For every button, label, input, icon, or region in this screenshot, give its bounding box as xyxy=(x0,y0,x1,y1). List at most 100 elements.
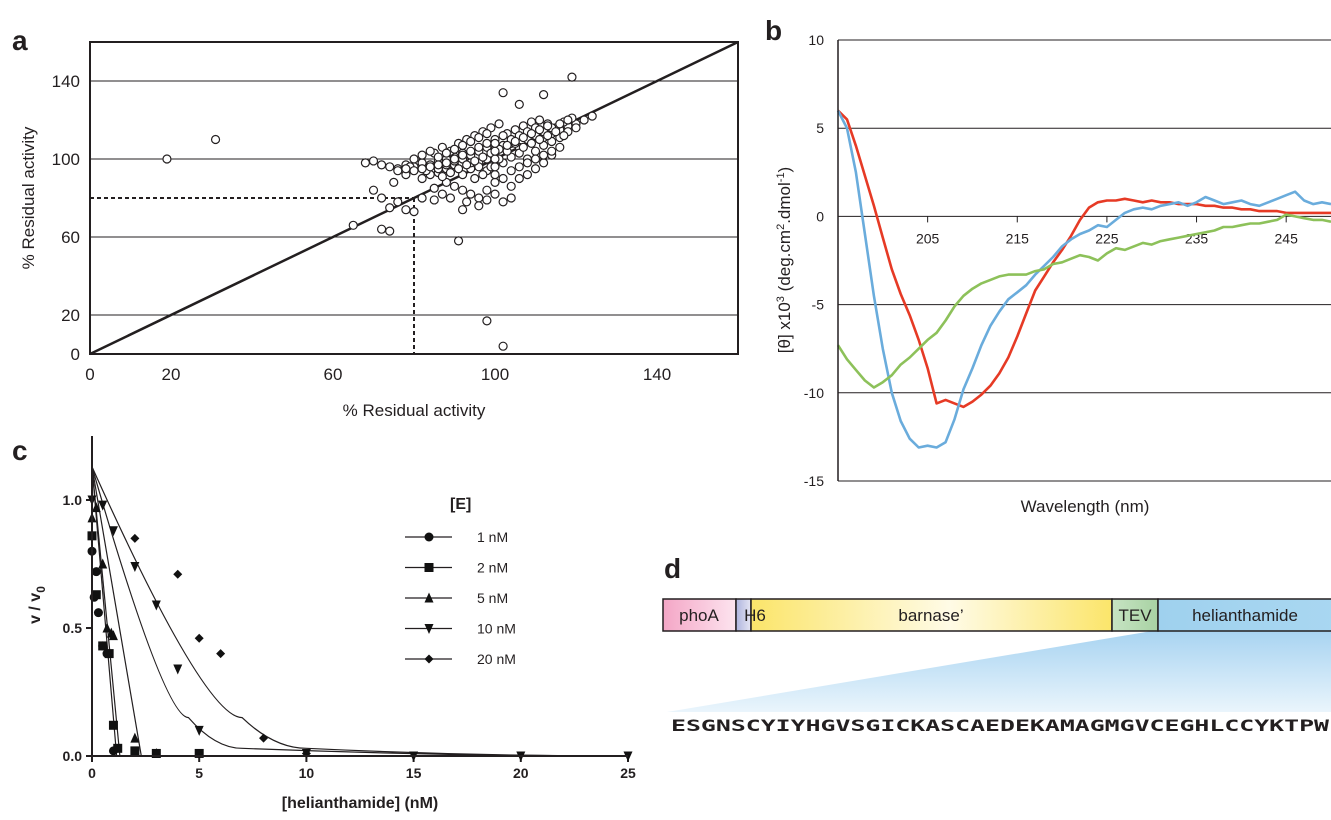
panel-label-c: c xyxy=(12,435,28,466)
panel-a-data-point xyxy=(453,164,464,174)
panel-c-legend-marker xyxy=(424,654,434,664)
segment-helianthamide xyxy=(1157,598,1331,632)
panel-a-data-point xyxy=(538,150,549,160)
panel-c-legend-title: [E] xyxy=(450,496,471,513)
panel-a-data-point xyxy=(579,115,589,125)
segment-tev-label: TEV xyxy=(1118,606,1152,625)
panel-a-data-point xyxy=(210,134,221,145)
panel-a-data-point xyxy=(466,146,476,156)
panel-c-x-tick-label: 20 xyxy=(513,765,529,781)
panel-a-data-point xyxy=(587,111,597,121)
panel-c-x-tick-label: 25 xyxy=(620,765,636,781)
panel-a-data-point xyxy=(498,88,508,98)
panel-c-x-tick-label: 10 xyxy=(299,765,315,781)
panel-d-construct: phoA H6 barnase’ TEV helianthamide ESGNS… xyxy=(662,598,1331,735)
panel-c-y-axis-label: v / v0 xyxy=(27,586,48,624)
panel-a-data-point xyxy=(429,195,439,205)
panel-c-chart: 0.0 0.5 1.0 0 5 10 15 20 25 [helianthamide] (nM)… xyxy=(27,436,636,812)
panel-a-data-point xyxy=(571,123,581,133)
panel-a-data-point xyxy=(506,181,516,191)
panel-a-data-point xyxy=(543,131,553,141)
panel-a-x-tick-label: 140 xyxy=(643,365,671,384)
panel-a-data-point xyxy=(417,193,427,203)
panel-a-data-point xyxy=(458,205,468,215)
panel-label-d: d xyxy=(664,553,681,584)
panel-a-data-point xyxy=(470,173,480,184)
panel-c-legend: 1 nM 2 nM 5 nM 10 nM 20 nM xyxy=(405,529,516,667)
panel-a-data-point xyxy=(530,154,541,164)
panel-a-data-point xyxy=(498,341,508,351)
panel-c-legend-marker xyxy=(424,624,434,634)
helianthamide-expansion-fan xyxy=(667,630,1331,712)
panel-c-x-tick-label: 15 xyxy=(406,765,422,781)
panel-a-data-point xyxy=(425,146,435,156)
panel-a-x-tick-label: 100 xyxy=(481,365,509,384)
panel-a-data-point xyxy=(530,146,541,156)
panel-b-y-tick-label: -5 xyxy=(812,297,825,313)
panel-a-data-point xyxy=(458,140,468,150)
panel-c-point-2-nm xyxy=(130,746,140,756)
panel-b-y-tick-label: -10 xyxy=(804,385,824,401)
panel-a-data-point xyxy=(555,142,565,152)
panel-a-data-point xyxy=(409,154,419,164)
panel-c-point-20-nm xyxy=(259,733,269,743)
panel-b-x-axis-label: Wavelength (nm) xyxy=(1021,497,1150,516)
panel-b-y-label-sup2: 2 xyxy=(775,224,787,230)
panel-a-data-point xyxy=(514,162,524,172)
panel-c-point-2-nm xyxy=(108,720,118,730)
panel-a-data-point xyxy=(437,171,447,182)
panel-a-data-point xyxy=(559,131,569,141)
panel-c-point-10-nm xyxy=(151,600,161,611)
panel-a-data-point xyxy=(393,166,403,176)
panel-a-data-point xyxy=(425,162,435,172)
panel-a-x-axis-label: % Residual activity xyxy=(343,401,486,420)
panel-c-fit-20-nm xyxy=(91,466,629,757)
segment-h6-label: H6 xyxy=(744,606,766,625)
panel-c-legend-marker xyxy=(424,532,434,542)
panel-a-data-point xyxy=(445,193,456,203)
panel-a-frame xyxy=(89,41,739,355)
panel-a-data-point xyxy=(449,181,460,191)
panel-a-data-point xyxy=(449,144,460,154)
panel-b-y-label-sup1: 3 xyxy=(775,296,787,302)
panel-a-data-point xyxy=(385,226,395,236)
panel-a-data-point xyxy=(368,185,379,195)
panel-a-y-axis-label: % Residual activity xyxy=(19,126,38,269)
panel-a-data-point xyxy=(506,166,516,176)
panel-a-data-point xyxy=(482,129,492,139)
panel-c-point-10-nm xyxy=(98,500,108,511)
panel-a-data-point xyxy=(437,189,447,199)
panel-a-data-point xyxy=(470,156,480,166)
panel-c-legend-marker xyxy=(424,592,434,603)
panel-c-point-1-nm xyxy=(91,567,101,577)
panel-a-data-point xyxy=(445,168,456,178)
panel-a-data-point xyxy=(563,115,573,125)
panel-a-data-point xyxy=(377,224,387,234)
panel-a-data-point xyxy=(466,136,476,147)
panel-c-point-20-nm xyxy=(216,649,226,659)
panel-c-legend-label: 5 nM xyxy=(477,590,508,606)
panel-a-data-point xyxy=(482,138,492,148)
panel-c-y-tick-label: 0.5 xyxy=(63,620,83,636)
panel-a-data-point xyxy=(482,185,492,195)
panel-c-point-10-nm xyxy=(194,725,204,736)
panel-a-data-point xyxy=(498,131,508,141)
panel-a-data-point xyxy=(393,197,403,207)
panel-a-data-point xyxy=(514,173,524,184)
panel-a-data-point xyxy=(466,189,476,199)
helianthamide-sequence: ESGNSCYIYHGVSGICKASCAEDEKAMAGMGVCEGHLCCY… xyxy=(671,716,1330,735)
panel-b-y-label-sup3: -1 xyxy=(775,172,787,182)
panel-a-data-point xyxy=(490,189,500,199)
panel-a-data-point xyxy=(401,205,411,215)
panel-c-fit-5-nm xyxy=(91,466,142,757)
panel-a-data-point xyxy=(534,134,545,145)
panel-a-data-point xyxy=(482,316,492,326)
panel-a-data-point xyxy=(429,183,439,193)
panel-c-x-tick-label: 5 xyxy=(195,765,203,781)
panel-b-series-red xyxy=(837,109,1331,409)
panel-b-y-tick-label: 10 xyxy=(808,32,824,48)
panel-c-point-1-nm xyxy=(93,608,103,618)
panel-a-data-point xyxy=(474,132,484,143)
panel-a-y-tick-label: 140 xyxy=(52,72,80,91)
panel-a-data-point xyxy=(417,164,427,174)
